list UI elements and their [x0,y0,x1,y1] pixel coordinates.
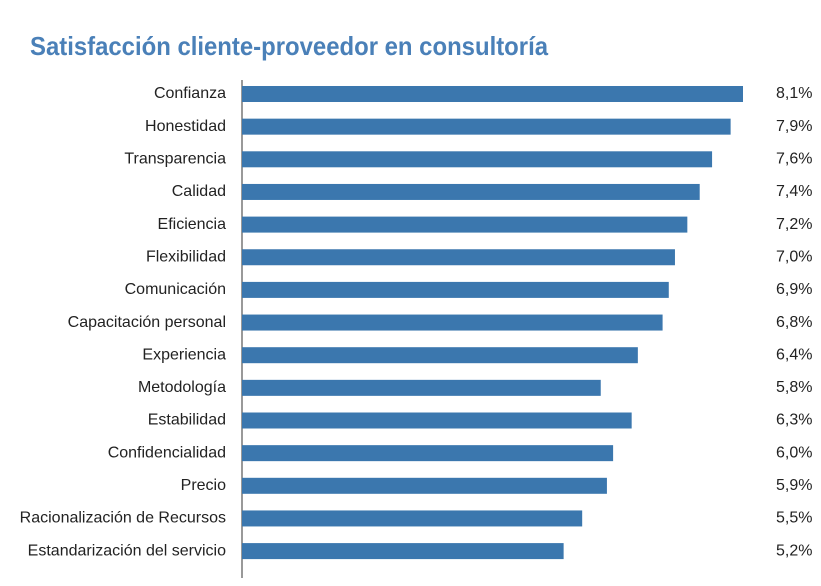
bar [242,183,700,200]
value-label: 7,2% [776,216,812,233]
y-tick-label: Estandarización del servicio [28,542,226,559]
bar [242,379,601,396]
bar [242,118,731,135]
bar [242,151,713,168]
y-tick-label: Metodología [138,379,226,396]
chart-title: Satisfacción cliente-proveedor en consul… [30,31,548,61]
bar [242,477,607,494]
y-tick-label: Racionalización de Recursos [20,510,226,527]
value-label: 5,5% [776,510,812,527]
y-tick-label: Experiencia [142,346,226,363]
value-label: 7,6% [776,151,812,168]
y-tick-label: Precio [181,477,226,494]
bar [242,510,583,527]
value-label: 5,8% [776,379,812,396]
value-label: 6,8% [776,314,812,331]
y-tick-label: Eficiencia [158,216,227,233]
bar [242,347,638,364]
y-tick-label: Confidencialidad [108,444,226,461]
y-tick-label: Flexibilidad [146,248,226,265]
value-label: 7,4% [776,183,812,200]
y-tick-label: Calidad [172,183,226,200]
bar [242,216,688,233]
bar [242,445,614,462]
bar [242,543,564,560]
value-label: 5,2% [776,542,812,559]
value-label: 5,9% [776,477,812,494]
bar [242,281,669,298]
y-tick-label: Comunicación [125,281,226,298]
bar [242,249,675,266]
y-tick-label: Honestidad [145,118,226,135]
value-label: 6,9% [776,281,812,298]
value-label: 6,0% [776,444,812,461]
value-label: 7,9% [776,118,812,135]
y-tick-label: Estabilidad [148,412,226,429]
y-tick-label: Capacitación personal [68,314,226,331]
bar [242,86,743,102]
y-tick-label: Transparencia [124,151,226,168]
bar [242,412,632,429]
value-label: 6,4% [776,346,812,363]
y-tick-label: Confianza [154,85,226,102]
bar [242,314,663,331]
value-label: 7,0% [776,248,812,265]
value-label: 6,3% [776,412,812,429]
value-label: 8,1% [776,85,812,102]
